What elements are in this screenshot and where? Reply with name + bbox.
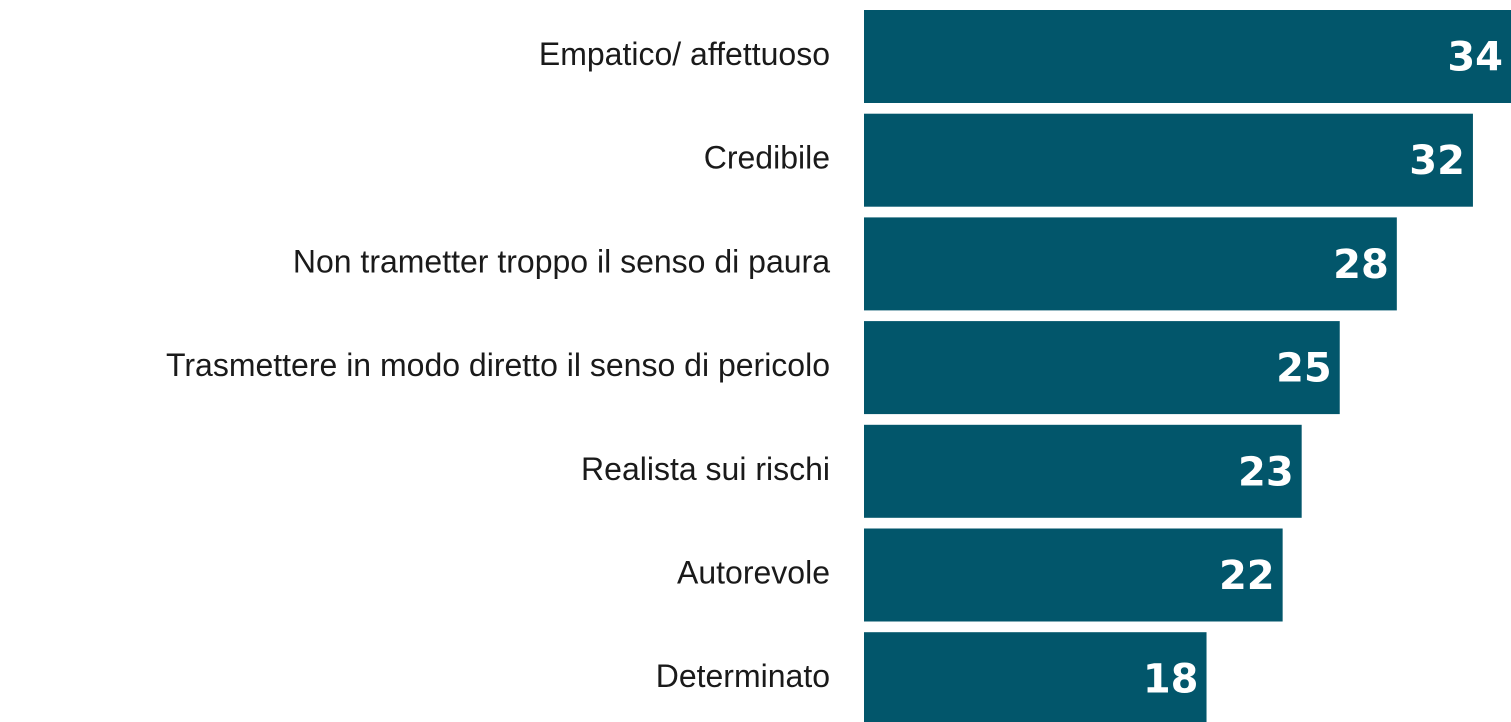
value-label: 34 [1447, 35, 1503, 81]
category-label: Credibile [704, 140, 830, 176]
category-label: Trasmettere in modo diretto il senso di … [166, 347, 830, 383]
value-label: 25 [1276, 346, 1332, 392]
bar [864, 113, 1473, 207]
category-label: Determinato [656, 658, 830, 694]
value-label: 18 [1143, 657, 1199, 703]
value-label: 23 [1238, 449, 1294, 495]
bar [864, 632, 1207, 722]
value-label: 28 [1333, 242, 1389, 288]
category-label: Autorevole [677, 554, 830, 590]
bar [864, 217, 1397, 311]
value-label: 32 [1409, 138, 1465, 184]
category-label: Empatico/ affettuoso [539, 36, 830, 72]
category-label: Non trametter troppo il senso di paura [293, 243, 830, 279]
bar [864, 424, 1302, 518]
bar [864, 528, 1283, 622]
bar [864, 10, 1511, 103]
value-label: 22 [1219, 553, 1275, 599]
category-label: Realista sui rischi [581, 451, 830, 487]
bar [864, 321, 1340, 415]
